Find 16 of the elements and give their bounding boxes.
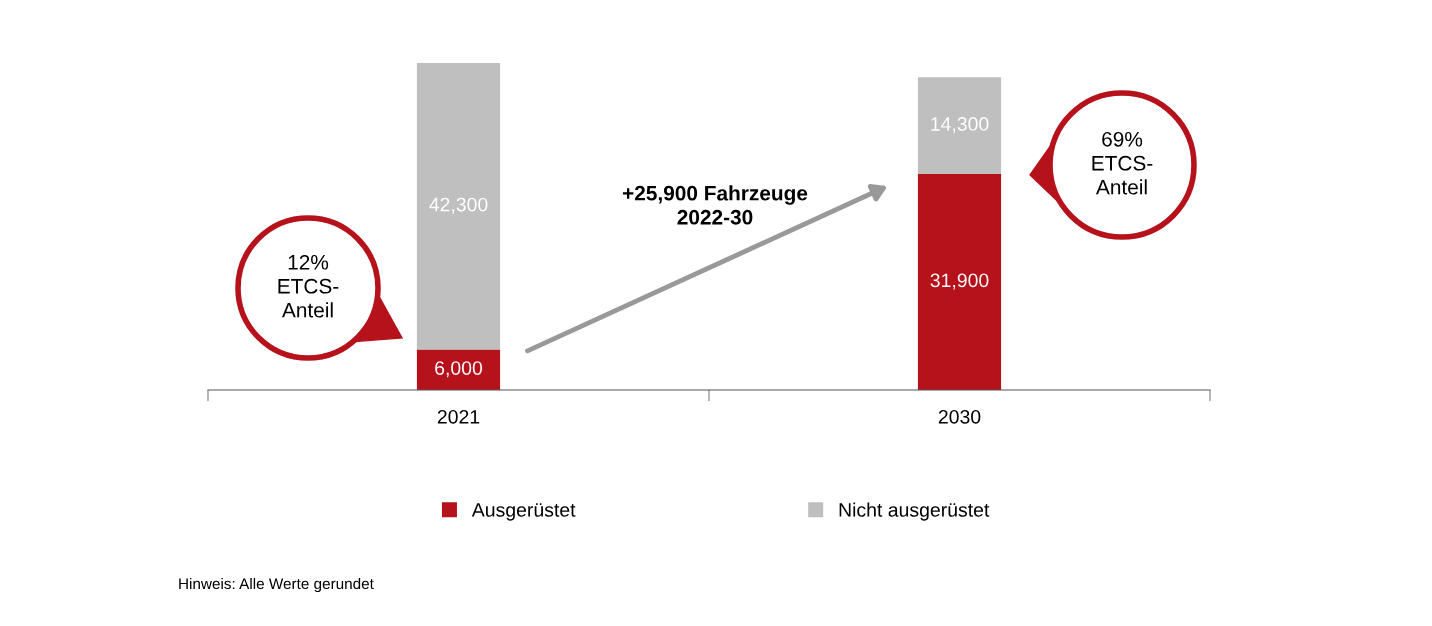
x-tick-label: 2030 (938, 409, 981, 424)
annotation: 12% ETCS- Anteil (278, 254, 339, 318)
bar (416, 63, 501, 350)
text: Hinweis: Alle Werte gerundet (179, 577, 374, 593)
x-tick-label: 2021 (437, 409, 480, 424)
annotation: +25,900 Fahrzeuge 2022-30 (622, 185, 808, 225)
bar (917, 77, 1002, 175)
bar (917, 174, 1002, 390)
bar (416, 349, 501, 390)
data-label: 42,300 (429, 197, 488, 214)
data-label: 14,300 (931, 117, 989, 134)
data-label: 6,000 (435, 361, 483, 378)
annotation: 69% ETCS- Anteil (1092, 131, 1153, 195)
data-label: 31,900 (930, 273, 989, 290)
legend-label: Nicht ausgerüstet (839, 502, 990, 521)
legend-label: Ausgerüstet (471, 503, 576, 521)
